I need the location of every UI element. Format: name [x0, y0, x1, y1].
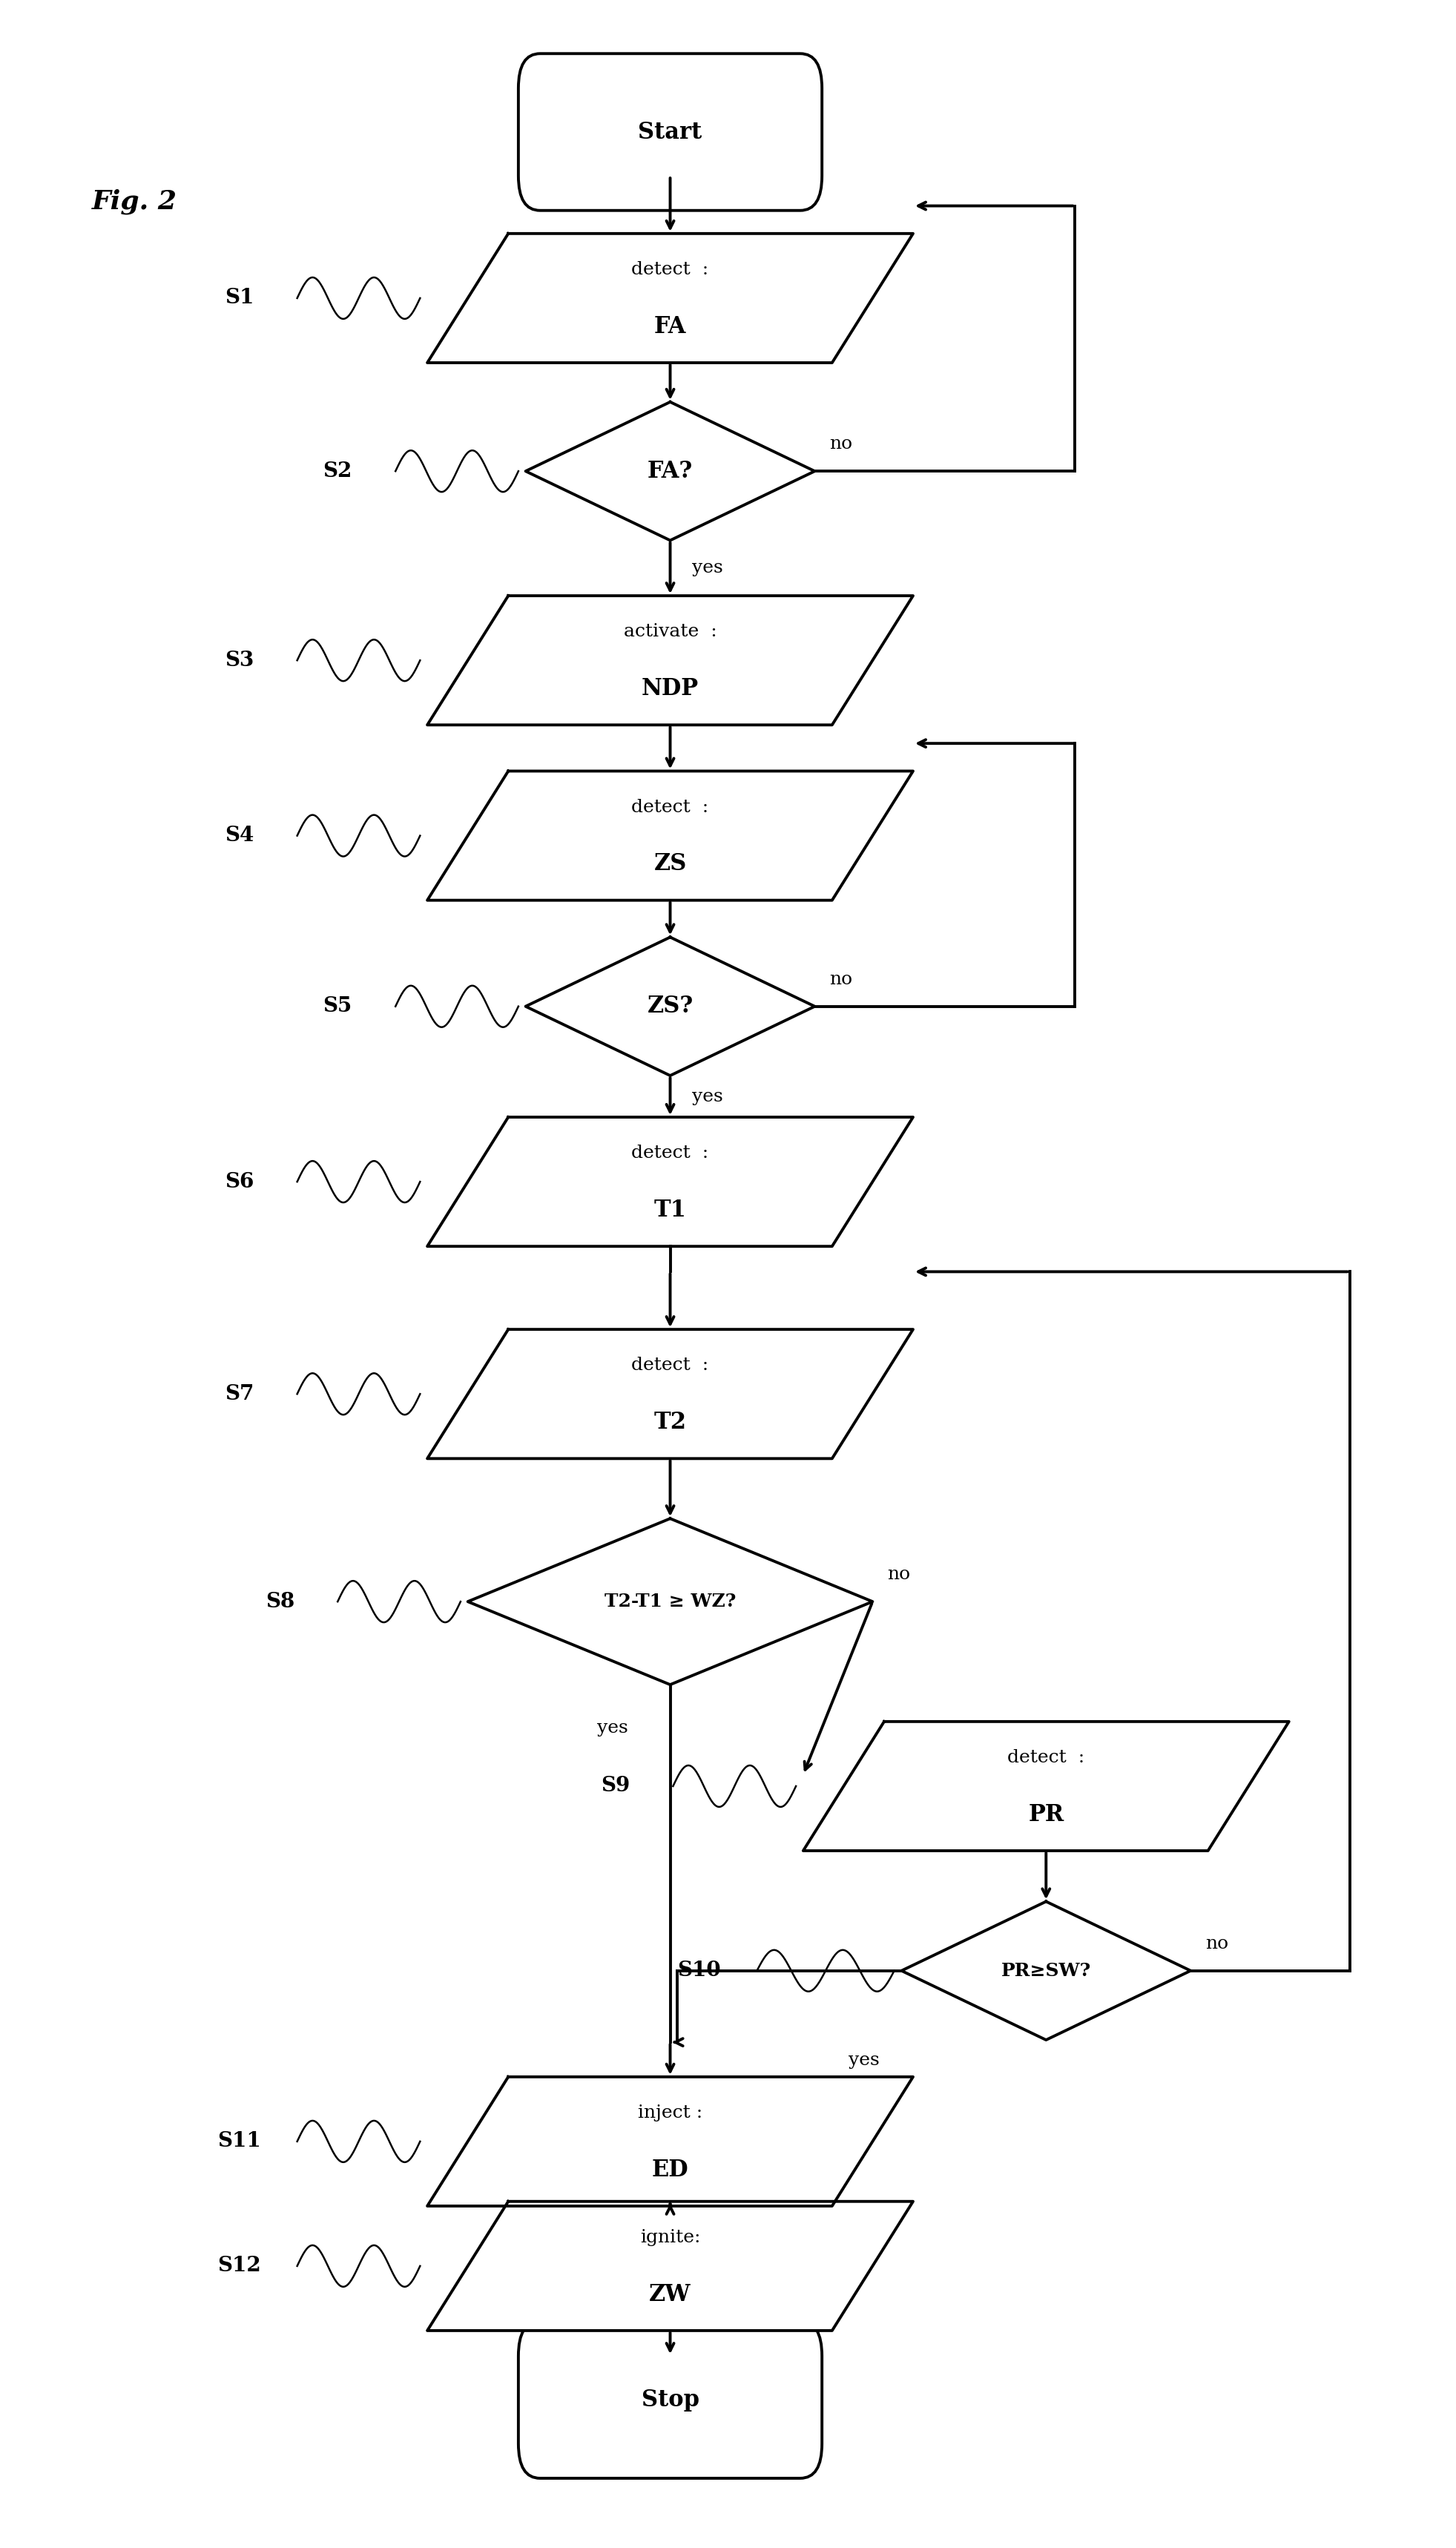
Text: T2: T2	[654, 1412, 686, 1435]
Text: NDP: NDP	[642, 678, 699, 701]
Text: ZW: ZW	[649, 2283, 692, 2306]
Text: S8: S8	[265, 1592, 294, 1610]
Polygon shape	[901, 1901, 1191, 2041]
Text: no: no	[830, 436, 852, 454]
Text: ZS?: ZS?	[646, 994, 693, 1017]
Text: S5: S5	[323, 996, 352, 1017]
Text: S7: S7	[224, 1384, 253, 1404]
Text: ED: ED	[652, 2158, 689, 2181]
Polygon shape	[427, 1116, 913, 1246]
Polygon shape	[526, 403, 815, 540]
Text: PR≥SW?: PR≥SW?	[1002, 1962, 1091, 1980]
Text: ZS: ZS	[654, 854, 687, 877]
Text: S2: S2	[323, 461, 352, 482]
FancyBboxPatch shape	[518, 54, 823, 211]
Text: detect  :: detect :	[632, 1144, 709, 1162]
Polygon shape	[427, 2201, 913, 2331]
Polygon shape	[467, 1519, 872, 1684]
Text: no: no	[1206, 1934, 1229, 1952]
Text: S11: S11	[217, 2133, 261, 2151]
Text: T1: T1	[654, 1198, 686, 1220]
Text: no: no	[887, 1567, 910, 1582]
Text: detect  :: detect :	[632, 798, 709, 815]
Polygon shape	[804, 1722, 1289, 1850]
Text: S6: S6	[224, 1172, 253, 1192]
Text: FA?: FA?	[648, 459, 693, 482]
Text: detect  :: detect :	[632, 262, 709, 278]
Text: Fig. 2: Fig. 2	[92, 189, 178, 214]
Text: Start: Start	[638, 120, 702, 143]
Polygon shape	[427, 234, 913, 362]
Text: PR: PR	[1028, 1804, 1064, 1827]
Text: T2-T1 ≥ WZ?: T2-T1 ≥ WZ?	[604, 1592, 735, 1610]
Text: no: no	[830, 971, 852, 989]
Text: ignite:: ignite:	[641, 2230, 700, 2247]
Polygon shape	[427, 1330, 913, 1457]
Text: S4: S4	[224, 826, 253, 846]
Text: S9: S9	[601, 1776, 630, 1796]
Text: yes: yes	[692, 561, 722, 576]
Text: detect  :: detect :	[632, 1358, 709, 1373]
Text: Stop: Stop	[641, 2387, 699, 2410]
Text: yes: yes	[597, 1720, 628, 1735]
Polygon shape	[427, 772, 913, 899]
Text: activate  :: activate :	[623, 624, 716, 640]
Text: detect  :: detect :	[1008, 1748, 1085, 1766]
Polygon shape	[526, 938, 815, 1075]
Text: yes: yes	[692, 1088, 722, 1106]
Polygon shape	[427, 2077, 913, 2207]
FancyBboxPatch shape	[518, 2321, 823, 2479]
Text: S3: S3	[224, 650, 253, 670]
Text: S1: S1	[224, 288, 253, 308]
Text: S10: S10	[677, 1962, 721, 1980]
Text: yes: yes	[849, 2051, 879, 2069]
Text: S12: S12	[217, 2255, 261, 2275]
Polygon shape	[427, 596, 913, 726]
Text: inject :: inject :	[638, 2105, 703, 2122]
Text: FA: FA	[654, 316, 686, 339]
